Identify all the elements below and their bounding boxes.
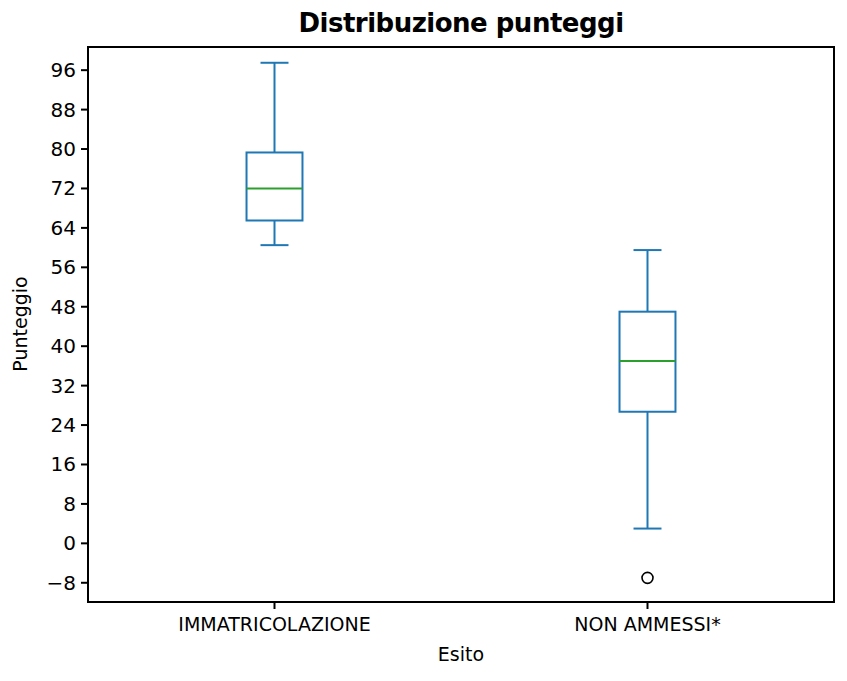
y-tick-label: 8 <box>63 492 76 516</box>
y-tick-label: 16 <box>51 452 76 476</box>
plot-frame <box>88 47 834 602</box>
x-tick-label: NON AMMESSI* <box>574 613 720 635</box>
boxplot-figure: Distribuzione punteggi Punteggio Esito 9… <box>0 0 847 681</box>
y-tick-label: 0 <box>63 531 76 555</box>
outlier-point <box>642 572 653 583</box>
y-tick-label: 32 <box>51 374 76 398</box>
y-tick-label: 80 <box>51 137 76 161</box>
y-tick-label: −8 <box>47 571 76 595</box>
y-tick-label: 56 <box>51 255 76 279</box>
y-tick-label: 88 <box>51 98 76 122</box>
y-tick-label: 72 <box>51 176 76 200</box>
y-tick-label: 24 <box>51 413 76 437</box>
x-tick-label: IMMATRICOLAZIONE <box>178 613 370 635</box>
y-tick-label: 40 <box>51 334 76 358</box>
y-tick-label: 48 <box>51 295 76 319</box>
y-tick-label: 64 <box>51 216 76 240</box>
y-tick-label: 96 <box>51 58 76 82</box>
boxplot-canvas: 968880726456484032241680−8IMMATRICOLAZIO… <box>0 0 847 681</box>
box <box>247 152 303 220</box>
